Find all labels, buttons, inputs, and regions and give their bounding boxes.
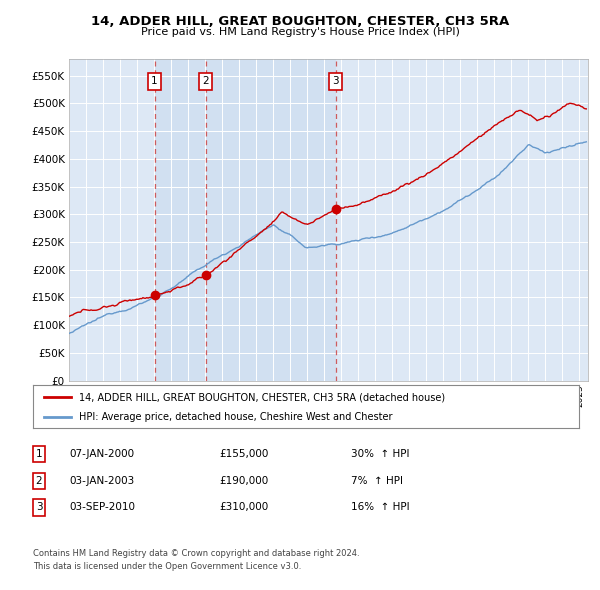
Text: HPI: Average price, detached house, Cheshire West and Chester: HPI: Average price, detached house, Ches… — [79, 412, 393, 422]
Bar — [206, 59, 335, 381]
Text: 03-JAN-2003: 03-JAN-2003 — [69, 476, 134, 486]
Text: £190,000: £190,000 — [219, 476, 268, 486]
Text: Contains HM Land Registry data © Crown copyright and database right 2024.: Contains HM Land Registry data © Crown c… — [33, 549, 359, 558]
Text: 14, ADDER HILL, GREAT BOUGHTON, CHESTER, CH3 5RA: 14, ADDER HILL, GREAT BOUGHTON, CHESTER,… — [91, 15, 509, 28]
Text: £310,000: £310,000 — [219, 503, 268, 512]
Bar — [155, 59, 206, 381]
Text: 7%  ↑ HPI: 7% ↑ HPI — [351, 476, 403, 486]
Text: 30%  ↑ HPI: 30% ↑ HPI — [351, 450, 409, 459]
Text: £155,000: £155,000 — [219, 450, 268, 459]
Text: 07-JAN-2000: 07-JAN-2000 — [69, 450, 134, 459]
Text: 16%  ↑ HPI: 16% ↑ HPI — [351, 503, 410, 512]
Text: 14, ADDER HILL, GREAT BOUGHTON, CHESTER, CH3 5RA (detached house): 14, ADDER HILL, GREAT BOUGHTON, CHESTER,… — [79, 392, 446, 402]
Text: Price paid vs. HM Land Registry's House Price Index (HPI): Price paid vs. HM Land Registry's House … — [140, 27, 460, 37]
Text: 03-SEP-2010: 03-SEP-2010 — [69, 503, 135, 512]
Text: 1: 1 — [35, 450, 43, 459]
Text: 3: 3 — [35, 503, 43, 512]
Text: This data is licensed under the Open Government Licence v3.0.: This data is licensed under the Open Gov… — [33, 562, 301, 571]
Text: 3: 3 — [332, 76, 339, 86]
Text: 1: 1 — [151, 76, 158, 86]
Text: 2: 2 — [202, 76, 209, 86]
Text: 2: 2 — [35, 476, 43, 486]
